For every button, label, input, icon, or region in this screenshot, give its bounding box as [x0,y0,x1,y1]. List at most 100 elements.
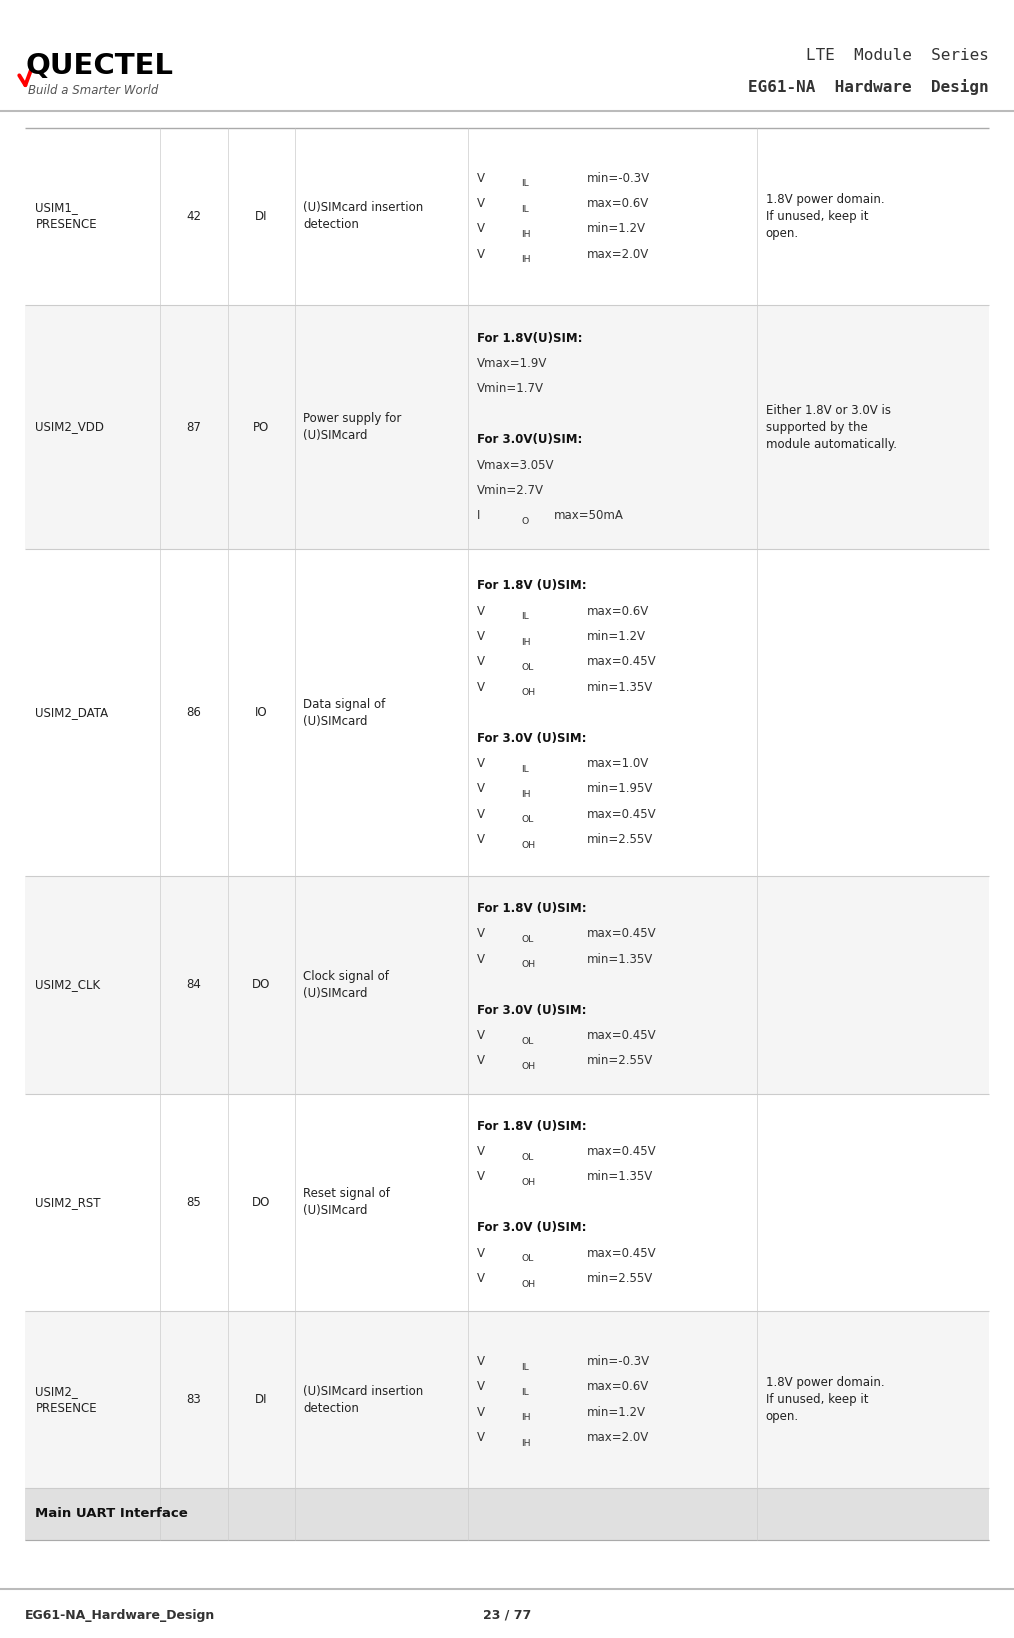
Text: min=2.55V: min=2.55V [587,834,653,847]
Text: For 1.8V(U)SIM:: For 1.8V(U)SIM: [477,331,582,344]
Text: max=0.45V: max=0.45V [587,927,656,940]
Text: V: V [477,1405,485,1419]
Text: max=50mA: max=50mA [554,509,624,523]
Text: V: V [477,1432,485,1445]
Text: V: V [477,1171,485,1184]
Text: 86: 86 [187,706,202,719]
Text: I: I [477,509,480,523]
Text: For 3.0V (U)SIM:: For 3.0V (U)SIM: [477,1222,586,1235]
Bar [25,305,989,549]
Text: max=2.0V: max=2.0V [587,1432,649,1445]
Text: V: V [477,1247,485,1260]
Text: QUECTEL: QUECTEL [25,52,173,80]
Text: Power supply for
(U)SIMcard: Power supply for (U)SIMcard [303,413,402,442]
Text: Data signal of
(U)SIMcard: Data signal of (U)SIMcard [303,698,385,727]
Text: 23 / 77: 23 / 77 [483,1609,531,1622]
Text: max=1.0V: max=1.0V [587,757,649,770]
Bar [25,876,989,1094]
Text: OL: OL [521,935,533,943]
Text: For 1.8V (U)SIM:: For 1.8V (U)SIM: [477,580,586,593]
Text: IL: IL [521,765,529,773]
Text: IH: IH [521,229,531,239]
Text: IO: IO [256,706,268,719]
Text: 87: 87 [187,421,202,434]
Text: Either 1.8V or 3.0V is
supported by the
module automatically.: Either 1.8V or 3.0V is supported by the … [766,403,896,450]
Text: 85: 85 [187,1196,202,1209]
Text: DI: DI [256,210,268,223]
Text: OH: OH [521,1178,535,1188]
Text: EG61-NA_Hardware_Design: EG61-NA_Hardware_Design [25,1609,216,1622]
Text: V: V [477,223,485,236]
Text: OH: OH [521,840,535,850]
Text: Reset signal of
(U)SIMcard: Reset signal of (U)SIMcard [303,1188,390,1217]
Text: For 1.8V (U)SIM:: For 1.8V (U)SIM: [477,903,586,916]
Text: min=1.2V: min=1.2V [587,223,646,236]
Text: USIM2_RST: USIM2_RST [35,1196,101,1209]
Text: 84: 84 [187,978,202,991]
Text: max=0.45V: max=0.45V [587,1247,656,1260]
Text: V: V [477,953,485,966]
Bar [25,549,989,876]
Bar [25,128,989,305]
Text: IL: IL [521,613,529,621]
Text: min=1.35V: min=1.35V [587,1171,653,1184]
Text: OH: OH [521,960,535,970]
Text: 1.8V power domain.
If unused, keep it
open.: 1.8V power domain. If unused, keep it op… [766,1376,884,1423]
Text: V: V [477,172,485,185]
Text: For 3.0V (U)SIM:: For 3.0V (U)SIM: [477,1004,586,1017]
Text: OL: OL [521,1037,533,1045]
Text: V: V [477,1055,485,1068]
Text: EG61-NA  Hardware  Design: EG61-NA Hardware Design [748,79,989,95]
Text: 1.8V power domain.
If unused, keep it
open.: 1.8V power domain. If unused, keep it op… [766,193,884,239]
Text: V: V [477,1355,485,1368]
Text: min=1.35V: min=1.35V [587,953,653,966]
Text: V: V [477,655,485,668]
Text: max=0.6V: max=0.6V [587,1381,649,1394]
Text: LTE  Module  Series: LTE Module Series [806,48,989,62]
Text: Vmin=2.7V: Vmin=2.7V [477,483,544,496]
Text: OL: OL [521,1153,533,1161]
Text: IL: IL [521,179,529,188]
Text: 83: 83 [187,1392,202,1405]
Text: V: V [477,197,485,210]
Text: IH: IH [521,790,531,799]
Bar [0,0,1014,115]
Text: max=0.6V: max=0.6V [587,197,649,210]
Text: USIM1_
PRESENCE: USIM1_ PRESENCE [35,201,97,231]
Text: Vmax=3.05V: Vmax=3.05V [477,459,554,472]
Text: For 3.0V(U)SIM:: For 3.0V(U)SIM: [477,432,582,446]
Text: USIM2_VDD: USIM2_VDD [35,421,104,434]
Text: DO: DO [252,978,271,991]
Text: min=1.95V: min=1.95V [587,783,653,796]
Text: OL: OL [521,663,533,672]
Text: min=1.2V: min=1.2V [587,1405,646,1419]
Bar [25,1310,989,1487]
Text: Build a Smarter World: Build a Smarter World [28,84,159,97]
Text: PO: PO [254,421,270,434]
Text: max=2.0V: max=2.0V [587,247,649,260]
Text: USIM2_CLK: USIM2_CLK [35,978,100,991]
Text: max=0.45V: max=0.45V [587,1145,656,1158]
Text: IH: IH [521,256,531,264]
Text: max=0.45V: max=0.45V [587,655,656,668]
Text: IH: IH [521,1438,531,1448]
Text: OL: OL [521,1255,533,1263]
Text: IL: IL [521,205,529,213]
Text: DI: DI [256,1392,268,1405]
Text: V: V [477,808,485,821]
Text: V: V [477,1145,485,1158]
Text: USIM2_
PRESENCE: USIM2_ PRESENCE [35,1384,97,1415]
Text: V: V [477,834,485,847]
Text: O: O [521,518,528,526]
Text: OH: OH [521,1061,535,1071]
Text: min=1.35V: min=1.35V [587,681,653,695]
Text: V: V [477,631,485,644]
Text: For 3.0V (U)SIM:: For 3.0V (U)SIM: [477,732,586,745]
Text: Vmax=1.9V: Vmax=1.9V [477,357,547,370]
Text: V: V [477,681,485,695]
Text: max=0.45V: max=0.45V [587,808,656,821]
Text: USIM2_DATA: USIM2_DATA [35,706,108,719]
Text: (U)SIMcard insertion
detection: (U)SIMcard insertion detection [303,201,424,231]
Text: V: V [477,604,485,618]
Text: max=0.6V: max=0.6V [587,604,649,618]
